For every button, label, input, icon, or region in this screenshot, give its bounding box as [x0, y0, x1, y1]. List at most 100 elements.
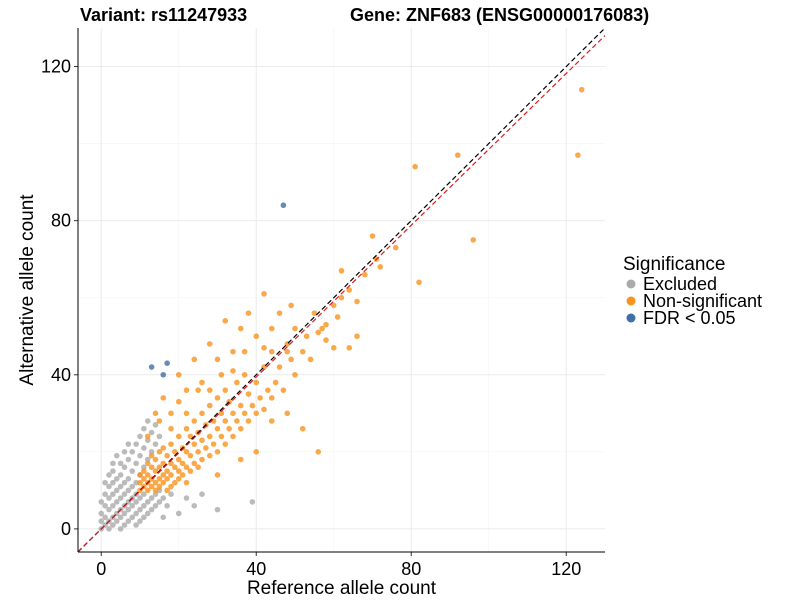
- point-excluded: [102, 491, 108, 498]
- point-non-significant: [311, 310, 318, 316]
- point-excluded: [129, 502, 136, 509]
- point-non-significant: [168, 410, 174, 417]
- point-excluded: [110, 491, 116, 498]
- legend-title: Significance: [623, 254, 725, 275]
- point-excluded: [148, 506, 155, 513]
- point-non-significant: [237, 456, 244, 463]
- y-tick-label: 0: [61, 519, 71, 539]
- chart-title-variant: Variant: rs11247933: [80, 5, 247, 25]
- point-excluded: [110, 460, 116, 467]
- point-excluded: [121, 491, 128, 498]
- point-non-significant: [230, 410, 236, 417]
- point-non-significant: [330, 302, 337, 309]
- point-non-significant: [257, 395, 263, 401]
- x-tick-label: 0: [96, 559, 106, 579]
- fit-reference-line: [78, 35, 605, 552]
- point-excluded: [191, 502, 198, 509]
- point-excluded: [106, 495, 112, 501]
- point-non-significant: [299, 348, 306, 355]
- point-excluded: [152, 422, 159, 428]
- point-excluded: [133, 479, 139, 486]
- point-excluded: [141, 425, 147, 432]
- point-non-significant: [172, 479, 178, 486]
- point-non-significant: [141, 468, 147, 474]
- point-excluded: [133, 441, 139, 447]
- point-non-significant: [152, 468, 159, 474]
- point-non-significant: [237, 425, 244, 432]
- point-non-significant: [323, 337, 329, 343]
- point-excluded: [121, 479, 128, 486]
- point-excluded: [125, 518, 132, 524]
- point-excluded: [137, 495, 143, 501]
- point-non-significant: [144, 433, 151, 440]
- point-non-significant: [230, 348, 236, 355]
- point-non-significant: [164, 452, 170, 459]
- point-non-significant: [203, 445, 209, 451]
- point-excluded: [133, 522, 139, 528]
- point-excluded: [121, 522, 128, 528]
- point-non-significant: [354, 298, 360, 305]
- point-non-significant: [160, 479, 167, 486]
- point-excluded: [113, 452, 120, 459]
- point-non-significant: [191, 418, 198, 424]
- point-excluded: [141, 514, 147, 521]
- point-non-significant: [172, 464, 178, 471]
- point-non-significant: [183, 410, 190, 417]
- y-tick-label: 40: [51, 365, 71, 385]
- point-non-significant: [377, 264, 384, 270]
- point-non-significant: [416, 279, 422, 286]
- point-excluded: [133, 510, 139, 517]
- point-excluded: [121, 510, 128, 517]
- point-excluded: [152, 441, 159, 447]
- point-non-significant: [214, 395, 221, 401]
- point-excluded: [102, 479, 108, 486]
- point-non-significant: [164, 487, 170, 494]
- legend-swatch-excluded: [626, 279, 636, 289]
- point-non-significant: [168, 472, 174, 478]
- point-non-significant: [284, 410, 291, 417]
- point-excluded: [129, 514, 136, 521]
- point-non-significant: [152, 410, 159, 417]
- point-non-significant: [354, 333, 360, 340]
- point-non-significant: [206, 452, 213, 459]
- point-non-significant: [241, 348, 248, 355]
- point-excluded: [113, 487, 120, 494]
- point-fdr-0-05: [280, 202, 287, 209]
- point-non-significant: [206, 433, 213, 440]
- point-excluded: [125, 506, 132, 513]
- point-non-significant: [195, 387, 201, 393]
- point-non-significant: [160, 445, 167, 451]
- point-non-significant: [214, 449, 221, 455]
- point-non-significant: [245, 418, 252, 424]
- point-non-significant: [303, 333, 310, 340]
- point-non-significant: [315, 329, 322, 336]
- chart-title-gene: Gene: ZNF683 (ENSG00000176083): [350, 5, 649, 25]
- point-excluded: [164, 502, 170, 509]
- point-non-significant: [183, 449, 190, 455]
- point-excluded: [168, 491, 174, 498]
- point-non-significant: [175, 475, 182, 482]
- point-excluded: [148, 449, 155, 455]
- point-excluded: [125, 441, 132, 447]
- legend: Significance Excluded Non-significant FD…: [623, 254, 762, 328]
- y-tick-label: 80: [51, 211, 71, 231]
- point-non-significant: [206, 402, 213, 409]
- point-excluded: [106, 483, 112, 490]
- point-excluded: [133, 499, 139, 505]
- point-non-significant: [199, 456, 205, 463]
- point-non-significant: [199, 379, 205, 386]
- point-excluded: [141, 491, 147, 498]
- point-non-significant: [268, 418, 275, 424]
- point-non-significant: [268, 348, 275, 355]
- point-excluded: [137, 506, 143, 513]
- point-non-significant: [206, 387, 213, 393]
- point-non-significant: [191, 460, 198, 467]
- point-non-significant: [175, 371, 182, 378]
- point-non-significant: [195, 464, 201, 471]
- point-fdr-0-05: [160, 371, 167, 378]
- point-non-significant: [230, 368, 236, 374]
- point-non-significant: [148, 452, 155, 459]
- point-non-significant: [237, 402, 244, 409]
- point-excluded: [156, 433, 163, 440]
- point-non-significant: [156, 475, 163, 482]
